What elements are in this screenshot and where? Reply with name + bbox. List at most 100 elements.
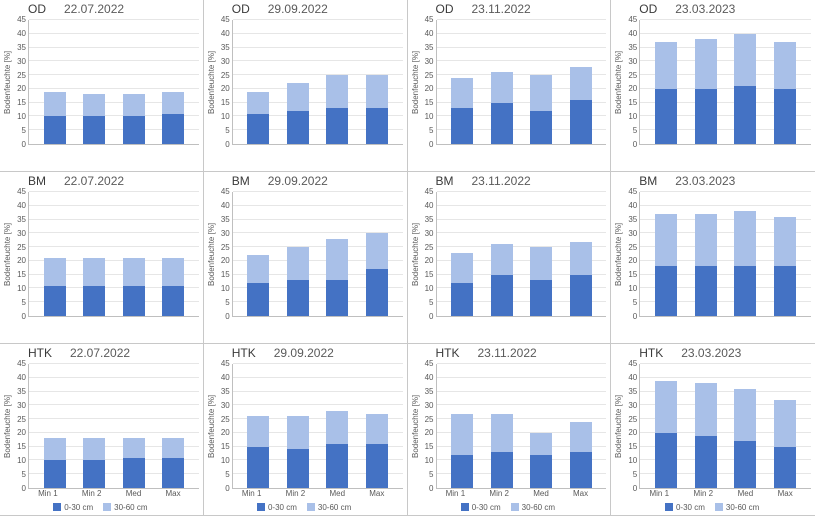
bar-segment-0-30 [695,266,717,316]
plot-area [28,192,199,317]
bar-segment-30-60 [655,381,677,433]
y-tick: 10 [425,113,434,121]
panel-date-label: 23.11.2022 [478,346,537,360]
bar-segment-30-60 [366,233,388,269]
panel-header: OD22.07.2022 [2,2,199,20]
y-tick: 45 [628,360,637,368]
y-tick: 45 [17,188,26,196]
y-tick: 0 [225,141,229,149]
bar-segment-0-30 [366,444,388,488]
y-tick: 25 [221,416,230,424]
plot: 051015202530354045 [625,20,811,145]
panel-date-label: 22.07.2022 [64,174,124,188]
y-tick: 20 [425,429,434,437]
y-tick: 30 [221,402,230,410]
y-axis: 051015202530354045 [625,20,639,145]
bar-segment-0-30 [570,100,592,144]
bar [655,192,677,316]
y-tick: 45 [17,16,26,24]
bar-segment-30-60 [655,214,677,266]
bar-segment-0-30 [530,455,552,488]
bar-segment-0-30 [774,447,796,488]
bar [695,192,717,316]
chart-panel: OD29.09.2022Bodenfeuchte [%]051015202530… [204,0,408,172]
bar-segment-30-60 [695,214,717,266]
y-tick: 15 [221,99,230,107]
legend-label: 30-60 cm [114,503,147,512]
bar [695,20,717,144]
y-tick: 10 [17,285,26,293]
y-tick: 0 [225,485,229,493]
y-tick: 5 [225,471,229,479]
y-axis: 051015202530354045 [422,20,436,145]
bar-segment-30-60 [734,34,756,86]
y-tick: 30 [221,58,230,66]
y-tick: 0 [429,313,433,321]
bar [83,20,105,144]
bar-segment-0-30 [451,108,473,144]
y-tick: 40 [628,202,637,210]
panel-site-label: BM [639,174,657,188]
bar-segment-30-60 [247,416,269,446]
y-tick: 35 [221,44,230,52]
y-tick: 40 [628,30,637,38]
bar-segment-0-30 [326,108,348,144]
x-tick-label: Max [166,489,181,501]
chart-body: Bodenfeuchte [%]051015202530354045 [410,20,607,145]
bar [655,364,677,488]
bar-segment-30-60 [123,94,145,116]
bar-segment-0-30 [83,286,105,316]
y-tick: 20 [628,429,637,437]
bar-segment-30-60 [570,67,592,100]
x-axis: Min 1Min 2MedMax [2,489,199,501]
bar-segment-0-30 [83,116,105,144]
bar-segment-30-60 [655,42,677,89]
bar-segment-30-60 [491,414,513,453]
y-tick: 45 [425,188,434,196]
legend-item: 30-60 cm [307,503,351,512]
bar [326,20,348,144]
y-tick: 10 [221,457,230,465]
bar-segment-0-30 [774,266,796,316]
y-tick: 20 [628,85,637,93]
y-tick: 15 [425,99,434,107]
y-tick: 25 [425,244,434,252]
bar-segment-30-60 [123,258,145,286]
bar-segment-30-60 [491,72,513,102]
plot-area [639,20,811,145]
y-tick: 30 [628,230,637,238]
panel-header: HTK22.07.2022 [2,346,199,364]
chart-panel: BM23.03.2023Bodenfeuchte [%]051015202530… [611,172,815,344]
y-tick: 35 [17,44,26,52]
x-axis: Min 1Min 2MedMax [206,489,403,501]
bar-segment-0-30 [162,286,184,316]
bar-segment-30-60 [162,92,184,114]
y-tick: 25 [628,244,637,252]
bar-segment-30-60 [451,414,473,455]
y-tick: 35 [628,216,637,224]
panel-site-label: BM [436,174,454,188]
y-tick: 5 [225,127,229,135]
y-tick: 5 [429,127,433,135]
legend-label: 30-60 cm [726,503,759,512]
panel-date-label: 23.03.2023 [681,346,741,360]
plot: 051015202530354045 [14,20,199,145]
bar-segment-0-30 [44,286,66,316]
chart-body: Bodenfeuchte [%]051015202530354045 [410,192,607,317]
plot-area [232,20,403,145]
bar-segment-30-60 [287,83,309,111]
y-tick: 20 [425,85,434,93]
plot-area [232,364,403,489]
y-axis-label: Bodenfeuchte [%] [613,364,625,489]
y-tick: 30 [425,402,434,410]
chart-body: Bodenfeuchte [%]051015202530354045 [2,20,199,145]
bar [491,192,513,316]
panel-site-label: BM [28,174,46,188]
bar [530,364,552,488]
legend-item: 0-30 cm [665,503,705,512]
y-tick: 40 [425,374,434,382]
bar [162,192,184,316]
bar [44,192,66,316]
bar-segment-0-30 [695,436,717,488]
chart-body: Bodenfeuchte [%]051015202530354045 [206,20,403,145]
